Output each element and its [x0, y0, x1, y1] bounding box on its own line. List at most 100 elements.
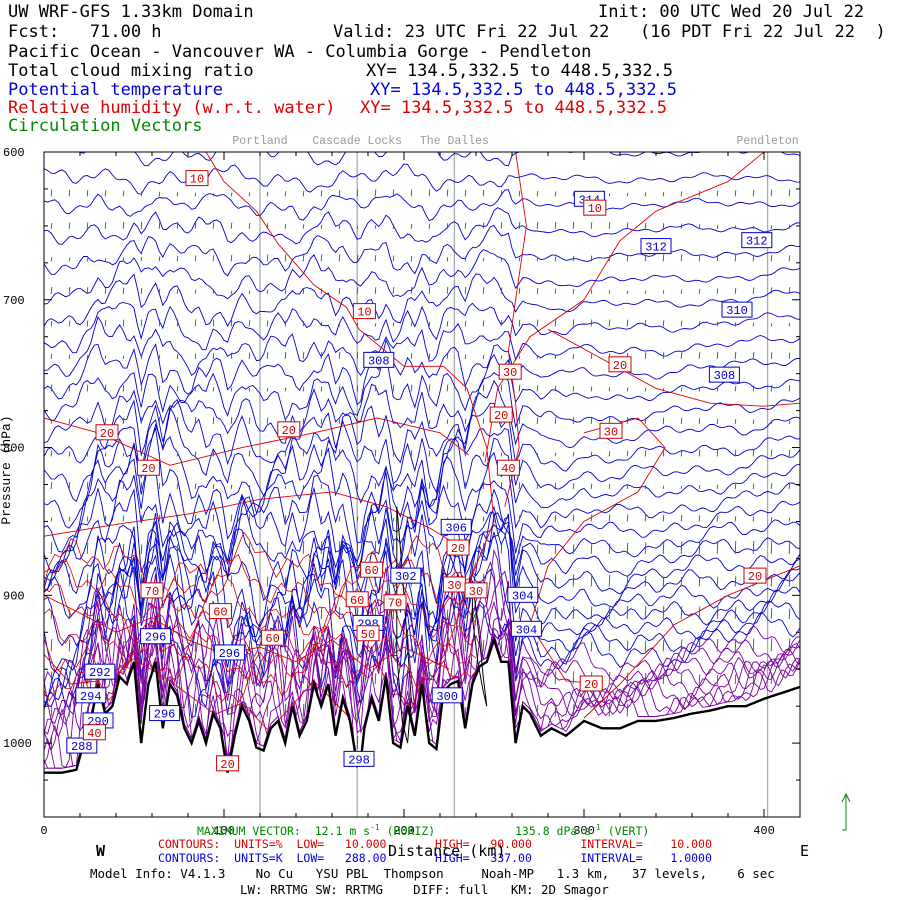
- field-rh-xy: XY= 134.5,332.5 to 448.5,332.5: [360, 98, 668, 118]
- circulation-vector: [356, 516, 359, 522]
- circulation-vector: [302, 674, 305, 685]
- circulation-vector: [194, 574, 197, 587]
- circulation-vector: [140, 288, 143, 294]
- circulation-vector: [212, 484, 215, 489]
- circulation-vector: [320, 224, 323, 229]
- circulation-vector: [122, 607, 125, 620]
- rh-contour: [44, 553, 477, 620]
- rh-label-box: [136, 459, 160, 476]
- circulation-vector: [626, 542, 629, 554]
- circulation-vector: [122, 640, 125, 652]
- circulation-vector: [752, 638, 755, 652]
- circulation-vector: [302, 449, 305, 457]
- circulation-vector: [734, 516, 737, 522]
- circulation-vector: [734, 540, 737, 554]
- theta-label: 308: [714, 369, 736, 383]
- circulation-vector: [662, 417, 665, 424]
- circulation-vector: [248, 417, 251, 424]
- circulation-vector: [176, 606, 179, 619]
- theta-label-box: [440, 518, 472, 535]
- circulation-vector: [248, 388, 251, 392]
- theta-label: 300: [436, 690, 458, 704]
- rh-label: 10: [357, 306, 371, 320]
- theta-contour: [44, 163, 800, 195]
- circulation-vector: [176, 416, 179, 424]
- circulation-vector: [626, 417, 629, 424]
- circulation-vector: [302, 418, 305, 424]
- circulation-vector: [662, 254, 665, 262]
- circulation-vector: [356, 322, 359, 327]
- circulation-vector: [752, 225, 755, 229]
- field-theta-xy: XY= 134.5,332.5 to 448.5,332.5: [370, 80, 678, 100]
- circulation-vector: [86, 542, 89, 554]
- location-label: Pendleton: [737, 135, 799, 148]
- circulation-vector: [788, 449, 791, 457]
- circulation-vector: [752, 516, 755, 522]
- circulation-vector: [104, 607, 107, 620]
- circulation-vector: [338, 607, 341, 620]
- theta-contour: [44, 152, 800, 167]
- circulation-vector: [338, 254, 341, 262]
- circulation-vector: [644, 192, 647, 197]
- cloud-contour: [396, 506, 412, 744]
- circulation-vector: [284, 449, 287, 457]
- theta-contour: [44, 352, 800, 422]
- circulation-vector: [176, 642, 179, 652]
- circulation-vector: [50, 384, 53, 392]
- circulation-vector: [194, 703, 197, 717]
- circulation-vector: [194, 543, 197, 554]
- circulation-vector: [176, 514, 179, 522]
- circulation-vector: [662, 514, 665, 522]
- theta-contour: [44, 505, 800, 673]
- circulation-vector: [266, 387, 269, 392]
- circulation-vector: [752, 254, 755, 262]
- circulation-vector: [428, 541, 431, 554]
- theta-contour: [44, 402, 800, 503]
- circulation-vector: [464, 707, 467, 717]
- circulation-vector: [680, 191, 683, 197]
- location-label: Portland: [232, 135, 287, 148]
- theta-label: 292: [89, 666, 111, 680]
- rh-label-box: [352, 303, 376, 320]
- rh-label-box: [583, 199, 607, 216]
- circulation-vector: [770, 608, 773, 620]
- circulation-vector: [158, 417, 161, 424]
- circulation-vector: [284, 606, 287, 619]
- circulation-vector: [338, 540, 341, 554]
- circulation-vector: [284, 639, 287, 652]
- circulation-vector: [104, 640, 107, 652]
- circulation-vector: [158, 354, 161, 359]
- circulation-vector: [626, 703, 629, 717]
- theta-contour: [44, 338, 800, 406]
- circulation-vector: [248, 450, 251, 457]
- circulation-vector: [698, 224, 701, 229]
- theta-contour: [44, 273, 800, 327]
- circulation-vector: [536, 515, 539, 522]
- circulation-vector: [194, 483, 197, 489]
- circulation-vector: [86, 320, 89, 327]
- circulation-vector: [158, 482, 161, 489]
- circulation-vector: [320, 254, 323, 262]
- circulation-vector: [608, 483, 611, 489]
- circulation-vector: [644, 640, 647, 652]
- circulation-vector: [266, 254, 269, 262]
- circulation-vector: [212, 222, 215, 229]
- circulation-vector: [788, 541, 791, 554]
- circulation-vector: [68, 189, 71, 197]
- circulation-vector: [68, 639, 71, 652]
- init-time: Init: 00 UTC Wed 20 Jul 22: [598, 2, 865, 22]
- circulation-vector: [752, 673, 755, 685]
- rh-label: 30: [447, 579, 461, 593]
- circulation-vector: [464, 354, 467, 359]
- theta-label: 296: [154, 708, 176, 722]
- circulation-vector: [626, 672, 629, 685]
- circulation-vector: [176, 255, 179, 262]
- circulation-vector: [770, 255, 773, 262]
- circulation-vector: [428, 223, 431, 229]
- circulation-vector: [284, 541, 287, 554]
- theta-contour: [44, 602, 800, 769]
- region-title: Pacific Ocean - Vancouver WA - Columbia …: [8, 42, 592, 62]
- physics-info: LW: RRTMG SW: RRTMG DIFF: full KM: 2D Sm…: [240, 882, 609, 897]
- circulation-vector: [500, 287, 503, 294]
- circulation-vector: [428, 517, 431, 522]
